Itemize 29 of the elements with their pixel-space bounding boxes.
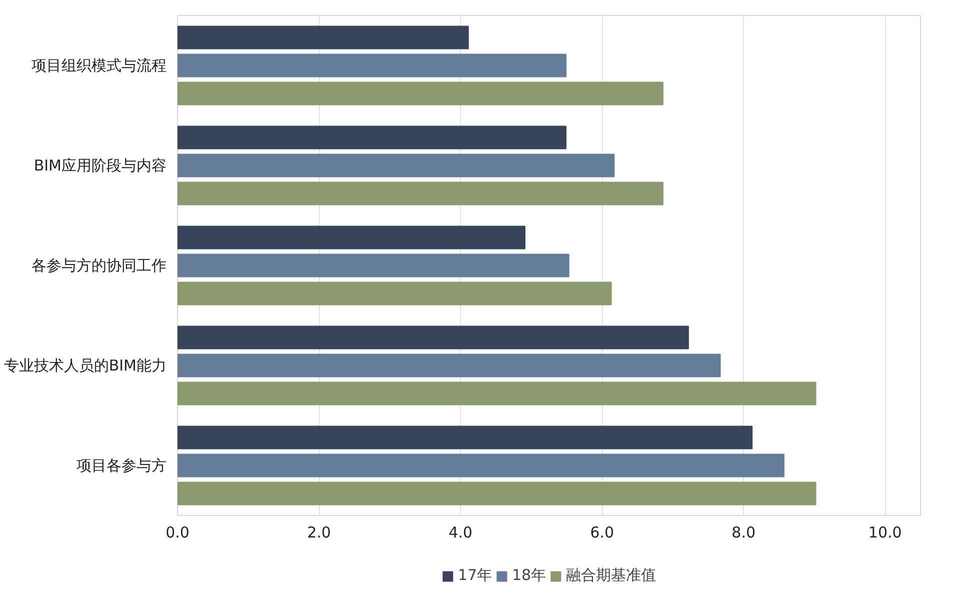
y-tick-label: BIM应用阶段与内容 [34,156,166,174]
legend-label: 18年 [512,566,546,585]
x-tick-label: 2.0 [307,524,331,542]
bar [178,326,689,350]
x-tick-label: 8.0 [732,524,756,542]
x-tick-label: 4.0 [448,524,472,542]
y-tick-label: 各参与方的协同工作 [32,256,166,274]
bar [178,126,566,150]
bar [178,226,526,250]
x-tick-label: 10.0 [868,524,902,542]
bar [178,54,566,78]
bar [178,354,721,378]
bar [178,482,816,506]
bar [178,454,784,478]
bar [178,82,664,106]
bar [178,254,570,278]
bar [178,382,816,406]
legend-label: 融合期基准值 [566,566,656,585]
bar [178,26,469,50]
bar [178,182,664,206]
x-tick-label: 0.0 [166,524,190,542]
bar [178,282,612,306]
bar [178,154,615,178]
bar [178,426,753,450]
y-tick-label: 项目各参与方 [76,456,166,474]
y-tick-label: 专业技术人员的BIM能力 [4,356,166,374]
legend-label: 17年 [458,566,492,585]
y-tick-label: 项目组织模式与流程 [32,56,166,74]
x-tick-label: 6.0 [590,524,614,542]
